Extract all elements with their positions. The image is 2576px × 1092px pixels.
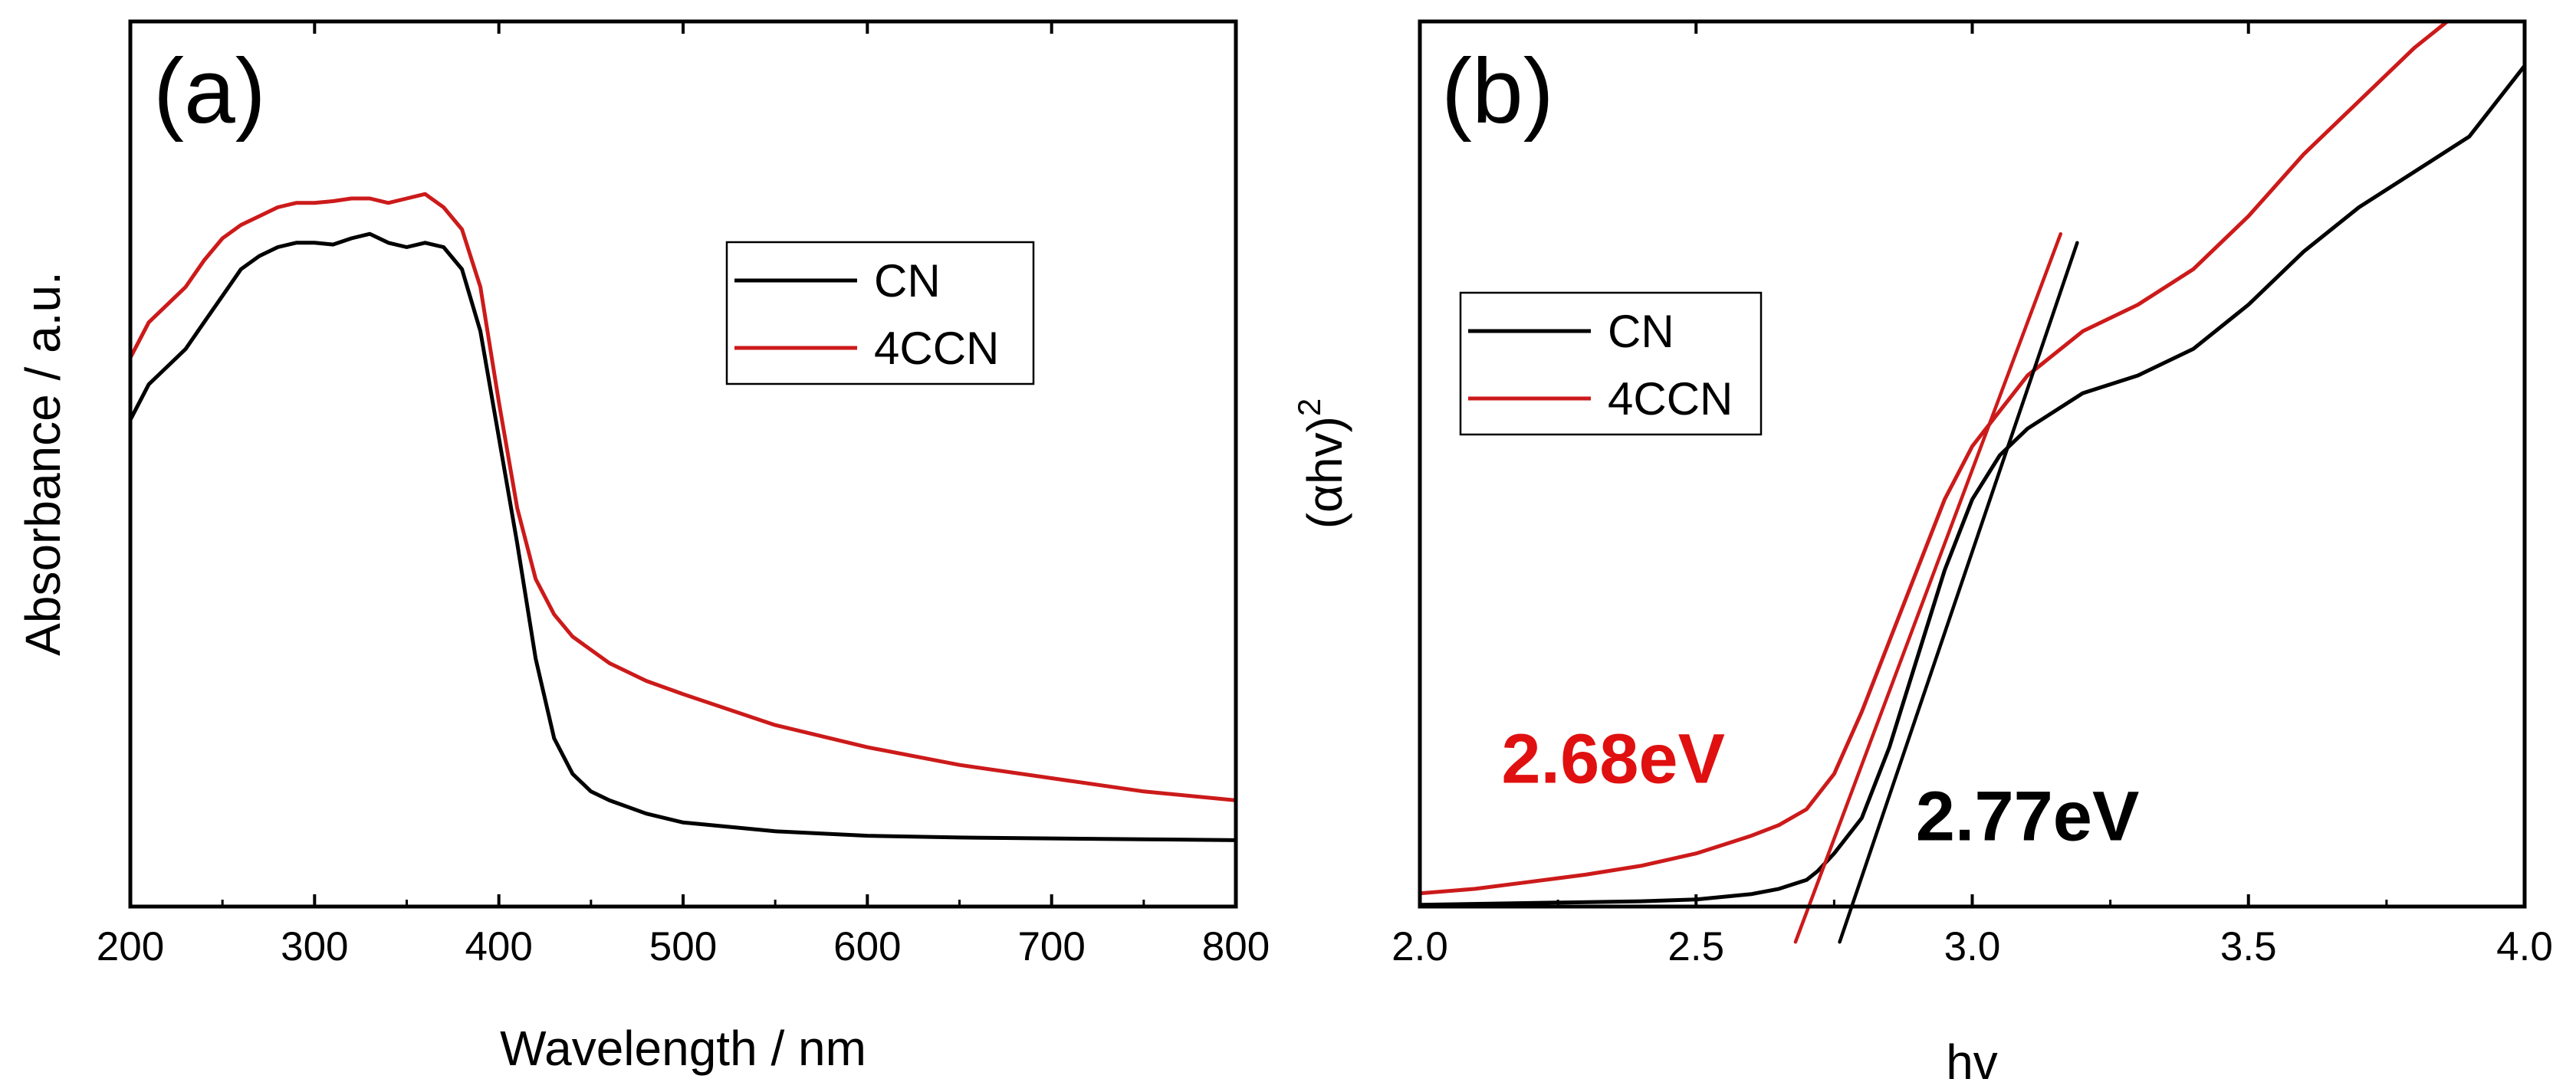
legend-label-4ccn: 4CCN — [1608, 373, 1733, 425]
legend-box — [1459, 291, 1763, 436]
panel-b-tauc-plot: 2.0 2.5 3.0 3.5 4.0 hv (αhv)2 (b) CN 4CCN 2.68eV 2.… — [1291, 19, 2553, 1090]
legend: CN 4CCN — [725, 241, 1035, 385]
x-tick-label: 200 — [97, 924, 164, 969]
x-tick-label: 300 — [281, 924, 348, 969]
y-axis-title: Absorbance / a.u. — [15, 271, 71, 656]
panel-a-absorbance-chart: 200 300 400 500 600 700 800 Wavelength / nm Abso… — [15, 19, 1270, 1076]
x-tick-label: 3.0 — [1944, 924, 2001, 969]
series-line-cn — [130, 231, 1236, 842]
x-tick-label: 400 — [465, 924, 532, 969]
x-axis-title: hv — [1946, 1035, 1998, 1090]
x-tick-label: 2.5 — [1668, 924, 1724, 969]
y-axis-title: (αhv)2 — [1291, 398, 1352, 530]
x-tick-label: 600 — [833, 924, 901, 969]
tangent-line-1 — [1838, 241, 2079, 944]
y-axis-title-superscript: 2 — [1291, 398, 1327, 416]
plot-frame — [128, 19, 1238, 909]
series-line-cn — [1420, 64, 2525, 907]
y-axis-title-text: (αhv) — [1297, 416, 1352, 529]
x-tick-label: 800 — [1202, 924, 1270, 969]
y-axis-title-text: Absorbance / a.u. — [15, 271, 71, 656]
tangent-line-2 — [1793, 231, 2063, 944]
panel-label: (a) — [153, 40, 266, 143]
legend-box — [725, 241, 1035, 385]
series-line-4ccn — [1420, 21, 2450, 896]
x-tick-label: 3.5 — [2220, 924, 2277, 969]
legend-label-cn: CN — [874, 255, 941, 307]
series-line-4ccn — [130, 192, 1236, 802]
legend-label-4ccn: 4CCN — [874, 323, 999, 374]
panel-label: (b) — [1441, 40, 1554, 143]
x-axis-title: Wavelength / nm — [500, 1021, 866, 1076]
bandgap-annotation: 2.68eV — [1501, 720, 1725, 798]
x-tick-label: 500 — [649, 924, 717, 969]
x-tick-label: 2.0 — [1392, 924, 1448, 969]
bandgap-annotation: 2.77eV — [1916, 777, 2140, 855]
x-tick-label: 4.0 — [2496, 924, 2553, 969]
legend: CN 4CCN — [1459, 291, 1763, 436]
legend-label-cn: CN — [1608, 306, 1674, 357]
x-tick-label: 700 — [1017, 924, 1085, 969]
